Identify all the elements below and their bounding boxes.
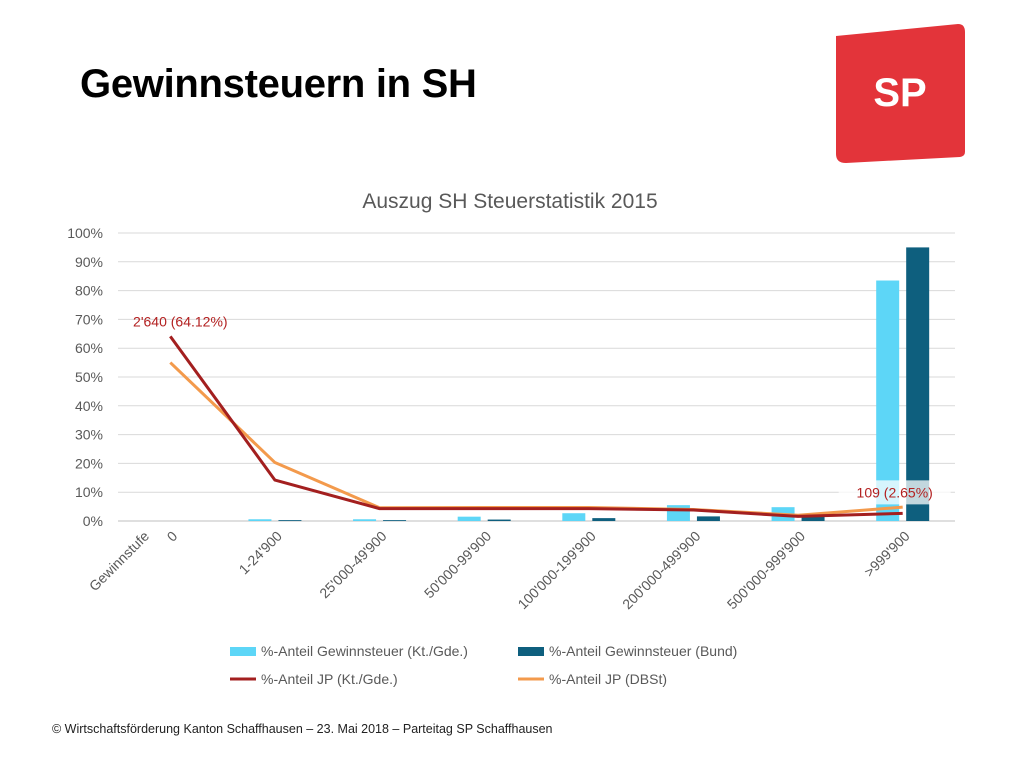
bar <box>353 519 377 521</box>
bar <box>487 519 511 521</box>
x-tick-label: >999'900 <box>861 528 913 580</box>
legend-label: %-Anteil JP (DBSt) <box>549 671 667 687</box>
y-tick-label: 10% <box>75 484 103 500</box>
bars <box>248 247 930 521</box>
legend: %-Anteil Gewinnsteuer (Kt./Gde.) %-Anteil… <box>230 643 737 687</box>
gridlines <box>118 232 955 522</box>
bar <box>801 516 825 521</box>
legend-swatch <box>230 647 256 656</box>
lines <box>169 335 903 518</box>
bar <box>248 519 272 521</box>
bar <box>562 513 586 521</box>
x-tick-label: 200'000-499'900 <box>619 528 704 613</box>
legend-label: %-Anteil JP (Kt./Gde.) <box>261 671 398 687</box>
y-tick-label: 80% <box>75 283 103 299</box>
legend-label: %-Anteil Gewinnsteuer (Bund) <box>549 643 737 659</box>
bar <box>906 247 930 521</box>
bar <box>278 520 302 521</box>
y-tick-label: 20% <box>75 455 103 471</box>
bar <box>592 518 616 521</box>
x-axis-title: Gewinnstufe <box>86 528 152 594</box>
sp-logo: SP <box>836 24 965 163</box>
bar <box>383 520 407 521</box>
sp-logo-shape <box>836 24 965 163</box>
y-tick-label: 30% <box>75 427 103 443</box>
data-label: 109 (2.65%) <box>857 484 933 500</box>
x-tick-label: 100'000-199'900 <box>514 528 599 613</box>
footer-copyright: © Wirtschaftsförderung Kanton Schaffhaus… <box>52 722 553 736</box>
x-axis: 0 1-24'900 25'000-49'900 50'000-99'900 100'0… <box>86 528 913 613</box>
y-tick-label: 0% <box>83 513 103 529</box>
chart: Auszug SH Steuerstatistik 2015 0% 10% 20% 3… <box>67 190 955 687</box>
x-tick-label: 1-24'900 <box>236 528 286 578</box>
y-tick-label: 70% <box>75 311 103 327</box>
x-tick-label: 0 <box>164 528 181 545</box>
y-axis: 0% 10% 20% 30% 40% 50% 60% 70% 80% 90% 100% <box>67 225 103 529</box>
chart-title: Auszug SH Steuerstatistik 2015 <box>362 190 657 213</box>
bar <box>457 516 481 521</box>
y-tick-label: 60% <box>75 340 103 356</box>
bar <box>696 516 720 521</box>
x-tick-label: 25'000-49'900 <box>316 528 390 602</box>
slide-title: Gewinnsteuern in SH <box>80 62 477 106</box>
series-line <box>169 335 903 518</box>
x-tick-label: 50'000-99'900 <box>421 528 495 602</box>
x-tick-label: 500'000-999'900 <box>724 528 809 613</box>
legend-swatch <box>518 647 544 656</box>
bar <box>876 280 900 521</box>
data-label: 2'640 (64.12%) <box>133 313 228 329</box>
y-tick-label: 100% <box>67 225 103 241</box>
y-tick-label: 40% <box>75 398 103 414</box>
annotation-bg <box>838 480 951 505</box>
annotations: 2'640 (64.12%) 109 (2.65%) <box>133 313 951 505</box>
legend-label: %-Anteil Gewinnsteuer (Kt./Gde.) <box>261 643 468 659</box>
y-tick-label: 90% <box>75 254 103 270</box>
y-tick-label: 50% <box>75 369 103 385</box>
sp-logo-text: SP <box>873 71 926 115</box>
